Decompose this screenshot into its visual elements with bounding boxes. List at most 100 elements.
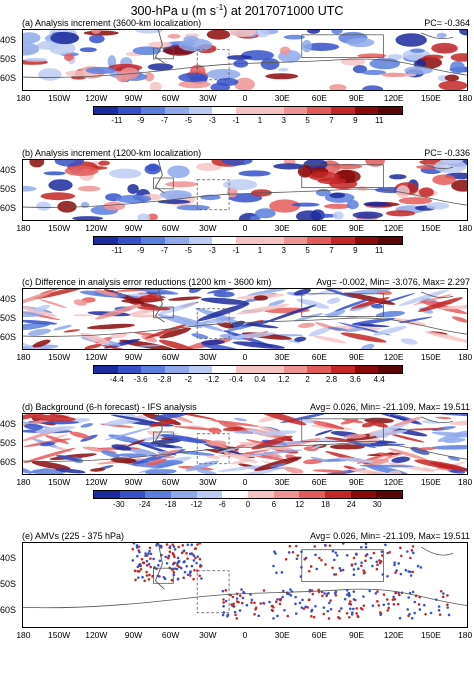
amv-dot	[221, 589, 225, 593]
colorbar-label: -24	[138, 500, 151, 509]
lon-label: 90W	[124, 223, 143, 233]
amv-dot	[172, 545, 176, 548]
amv-dot	[376, 600, 379, 603]
amv-dot	[379, 560, 383, 563]
colorbar-label: -2.8	[157, 375, 172, 384]
field-streak	[217, 465, 267, 472]
amv-dot	[341, 568, 345, 572]
amv-dot	[352, 598, 356, 601]
field-patch	[183, 35, 199, 43]
lon-label: 120E	[383, 352, 404, 362]
field-streak	[73, 299, 88, 306]
amv-dot	[364, 554, 368, 558]
field-patch	[226, 55, 252, 60]
amv-dot	[273, 550, 276, 553]
colorbar-segment	[283, 366, 308, 373]
amv-dot	[338, 617, 341, 620]
field-patch	[255, 208, 276, 219]
south-america-coastline	[154, 160, 165, 194]
lon-label: 0	[242, 630, 248, 640]
lat-label: 50S	[0, 579, 17, 589]
amv-dot	[288, 544, 292, 548]
field-patch	[450, 53, 467, 62]
colorbar-segment	[94, 491, 120, 498]
field-streak	[358, 324, 390, 328]
amv-dot	[382, 593, 386, 596]
colorbar	[93, 490, 403, 499]
colorbar-label: -30	[113, 500, 125, 509]
colorbar-label: 30	[372, 500, 382, 509]
field-patch	[301, 39, 312, 53]
field-streak	[160, 434, 207, 444]
lon-label: 180	[458, 93, 473, 103]
amv-dot	[388, 550, 391, 554]
amv-dot	[183, 560, 186, 563]
colorbar-segment	[141, 366, 166, 373]
field-streak	[230, 458, 253, 465]
colorbar-label: 4.4	[373, 375, 385, 384]
colorbar-label: -11	[111, 116, 123, 125]
map-area	[22, 542, 468, 628]
colorbar-label: -1.2	[205, 375, 220, 384]
field-streak	[338, 457, 374, 463]
field-streak	[201, 343, 244, 349]
lon-label: 60W	[161, 93, 180, 103]
lon-label: 60E	[311, 630, 327, 640]
colorbar-segment	[259, 237, 284, 244]
field-streak	[200, 297, 249, 305]
field-patch	[103, 201, 126, 211]
field-streak	[253, 414, 307, 426]
amv-dot	[364, 545, 368, 549]
colorbar-label: -5	[184, 116, 192, 125]
amv-dot	[345, 611, 349, 615]
field-streak	[147, 430, 162, 437]
field-streak	[197, 303, 250, 322]
amv-dot	[186, 573, 190, 576]
amv-dot	[257, 614, 260, 618]
colorbar-label: -7	[160, 116, 169, 125]
amv-dot	[180, 551, 184, 555]
field-streak	[141, 335, 157, 343]
colorbar-label: -6	[218, 500, 226, 509]
field-streak	[80, 423, 94, 428]
field-patch	[89, 34, 105, 44]
map-area	[22, 413, 468, 475]
amv-dot	[235, 597, 239, 600]
region-box-dashed	[196, 179, 230, 211]
colorbar-label: -0.4	[229, 375, 243, 384]
amv-dot	[411, 551, 415, 555]
colorbar-segment	[117, 366, 142, 373]
amv-dot	[185, 564, 189, 568]
amv-dot	[424, 613, 427, 616]
amv-dot	[200, 577, 203, 580]
amv-dot	[345, 554, 349, 557]
field-patch	[80, 201, 90, 209]
field-streak	[95, 304, 142, 320]
amv-dot	[268, 600, 271, 604]
colorbar	[93, 365, 403, 374]
field-patch	[329, 84, 347, 90]
amv-dot	[234, 613, 237, 617]
lat-label: 40S	[0, 294, 17, 305]
colorbar-segment	[307, 107, 331, 114]
lon-label: 120E	[383, 477, 404, 487]
amv-dot	[144, 554, 147, 558]
field-streak	[437, 430, 467, 442]
amv-dot	[296, 554, 300, 557]
colorbar	[93, 236, 403, 245]
region-box-dashed	[196, 308, 230, 340]
field-streak	[398, 289, 449, 306]
amv-dot	[376, 563, 379, 567]
field-streak	[254, 456, 302, 471]
lat-label: 40S	[0, 165, 17, 176]
amv-dot	[176, 564, 179, 567]
colorbar-label: -2	[184, 375, 192, 384]
amv-dot	[136, 569, 140, 573]
map-field	[23, 30, 467, 90]
field-patch	[346, 199, 359, 210]
amv-dot	[136, 554, 139, 558]
amv-dot	[165, 561, 169, 565]
amv-dot	[274, 552, 277, 555]
colorbar-label: -11	[111, 246, 123, 255]
lon-label: 30E	[274, 477, 290, 487]
